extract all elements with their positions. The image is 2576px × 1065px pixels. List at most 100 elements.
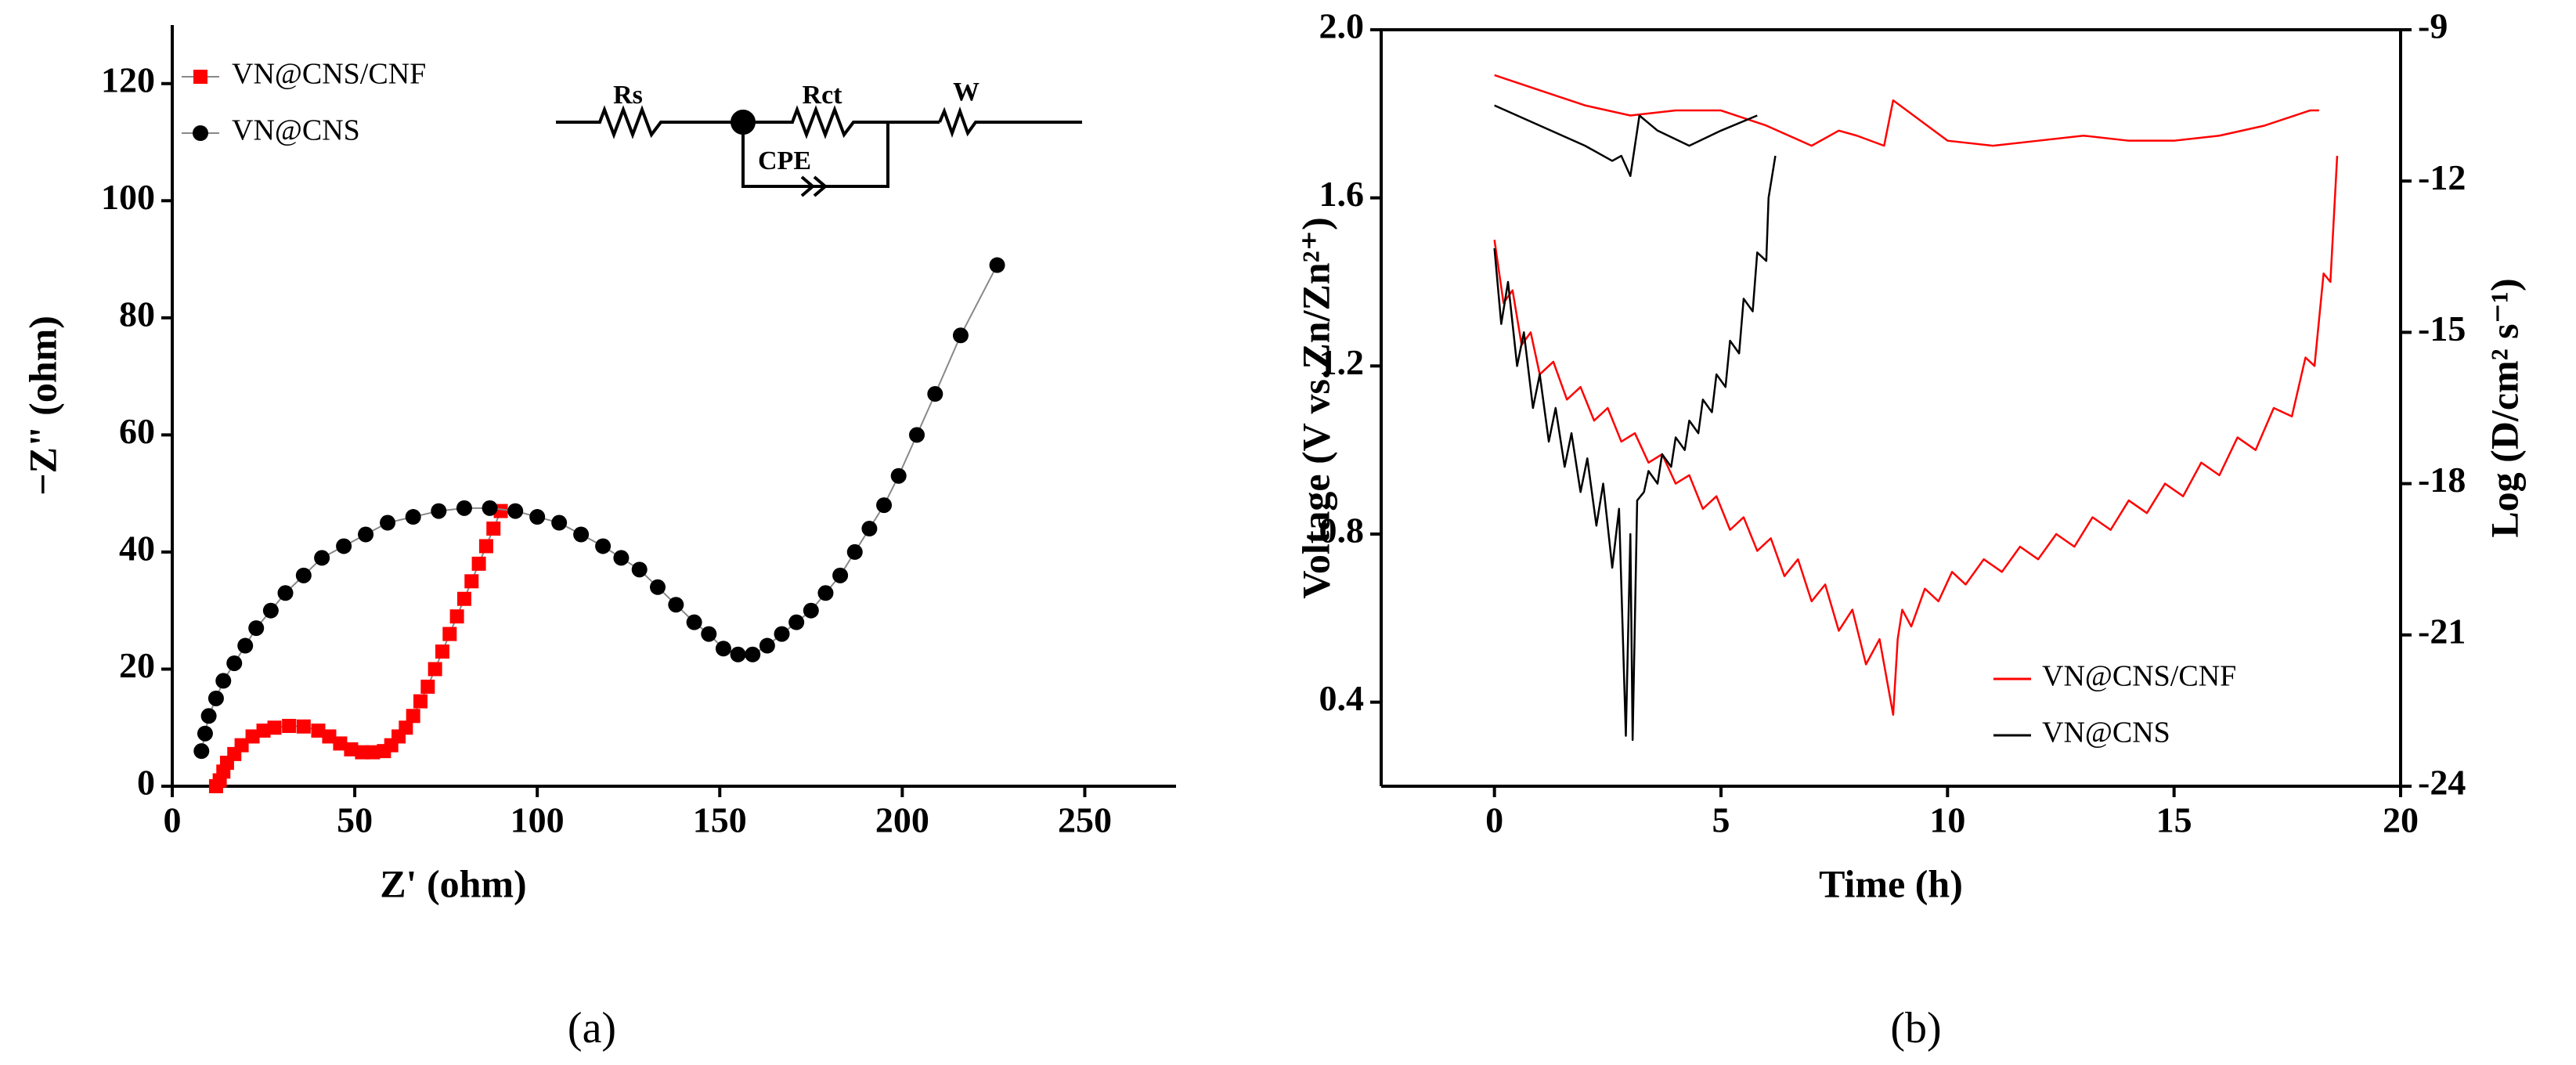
y-tick-label: 1.6 <box>1319 174 1365 214</box>
y2-tick-label: -12 <box>2418 157 2466 197</box>
data-point <box>413 694 428 709</box>
data-point <box>406 709 420 724</box>
data-point <box>197 725 213 742</box>
connector-line <box>215 511 502 787</box>
data-line <box>1493 155 1777 742</box>
data-point <box>595 538 612 554</box>
data-point <box>927 386 943 403</box>
data-point <box>226 655 243 671</box>
data-point <box>529 509 546 525</box>
data-point <box>431 503 447 519</box>
data-point <box>295 567 312 583</box>
x-tick-label: 0 <box>1485 800 1503 840</box>
x-tick-label: 100 <box>511 800 565 840</box>
legend-label: VN@CNS <box>232 114 360 147</box>
data-point <box>715 641 731 657</box>
legend-label: VN@CNS/CNF <box>232 58 426 91</box>
data-point <box>507 503 524 519</box>
y-tick-label: 2.0 <box>1319 6 1365 46</box>
data-point <box>322 729 337 744</box>
cpe-symbol <box>813 175 828 197</box>
data-point <box>774 626 790 642</box>
data-point <box>237 637 254 654</box>
data-point <box>686 614 702 630</box>
data-point <box>234 738 249 753</box>
data-point <box>701 626 717 642</box>
data-point <box>215 673 232 689</box>
data-point <box>832 567 849 583</box>
y-tick-label: 0.4 <box>1319 678 1365 718</box>
data-point <box>420 679 435 694</box>
legend-label: VN@CNS <box>2042 717 2170 749</box>
data-point <box>817 585 834 601</box>
x-tick-label: 20 <box>2383 800 2419 840</box>
data-point <box>245 729 260 744</box>
legend-marker <box>193 125 208 141</box>
data-point <box>573 526 590 543</box>
y-tick-label: 0 <box>137 763 155 803</box>
x-tick-label: 15 <box>2156 800 2192 840</box>
annotation: W <box>953 78 980 106</box>
legend-marker <box>193 70 207 84</box>
data-line <box>1493 155 2339 717</box>
circuit-diagram <box>556 105 1082 197</box>
data-point <box>333 736 348 751</box>
y-tick-label: 80 <box>119 294 155 334</box>
caption: (a) <box>568 1004 616 1052</box>
data-point <box>745 646 761 662</box>
data-point <box>336 538 352 554</box>
data-point <box>456 500 472 516</box>
y-tick-label: 1.2 <box>1319 342 1365 382</box>
data-point <box>296 719 311 734</box>
data-point <box>803 602 819 619</box>
y2-tick-label: -24 <box>2418 763 2466 803</box>
y-tick-label: 100 <box>101 177 155 217</box>
data-point <box>282 718 297 733</box>
y-tick-label: 40 <box>119 528 155 568</box>
data-point <box>256 723 271 738</box>
annotation: Rct <box>803 81 843 110</box>
y-tick-label: 0.8 <box>1319 511 1365 551</box>
data-point <box>442 626 457 641</box>
data-point <box>380 514 396 531</box>
x-tick-label: 200 <box>875 800 929 840</box>
data-point <box>890 468 907 484</box>
data-point <box>668 597 684 613</box>
data-point <box>267 720 282 735</box>
data-point <box>876 497 893 514</box>
data-point <box>730 646 746 662</box>
cpe-symbol <box>800 175 816 197</box>
x-tick-label: 50 <box>337 800 373 840</box>
y-tick-label: 120 <box>101 60 155 99</box>
x-axis-title: Z' (ohm) <box>380 861 527 905</box>
data-point <box>277 585 294 601</box>
data-point <box>759 637 775 654</box>
data-point <box>613 550 630 566</box>
y-axis-title: −Z" (ohm) <box>20 316 64 496</box>
annotation: CPE <box>758 146 811 175</box>
x-tick-label: 150 <box>693 800 747 840</box>
data-point <box>861 521 878 537</box>
y2-tick-label: -21 <box>2418 611 2466 651</box>
y-axis-title: Voltage (V vs.Zn/Zn²⁺) <box>1293 217 1337 598</box>
y2-tick-label: -18 <box>2418 460 2466 500</box>
data-point <box>846 543 863 560</box>
data-line <box>1494 104 1758 178</box>
x-tick-label: 5 <box>1712 800 1730 840</box>
data-point <box>909 427 925 443</box>
data-point <box>314 550 330 566</box>
data-point <box>405 509 421 525</box>
warburg-element <box>938 106 1082 138</box>
data-point <box>358 526 374 543</box>
x-tick-label: 250 <box>1058 800 1112 840</box>
data-point <box>435 644 449 659</box>
data-point <box>311 723 326 738</box>
data-point <box>449 609 464 624</box>
circuit-wire <box>556 105 940 139</box>
cpe-branch <box>741 122 889 188</box>
data-point <box>952 327 969 344</box>
data-point <box>631 561 648 578</box>
x-tick-label: 10 <box>1929 800 1965 840</box>
data-line <box>1494 74 2319 147</box>
